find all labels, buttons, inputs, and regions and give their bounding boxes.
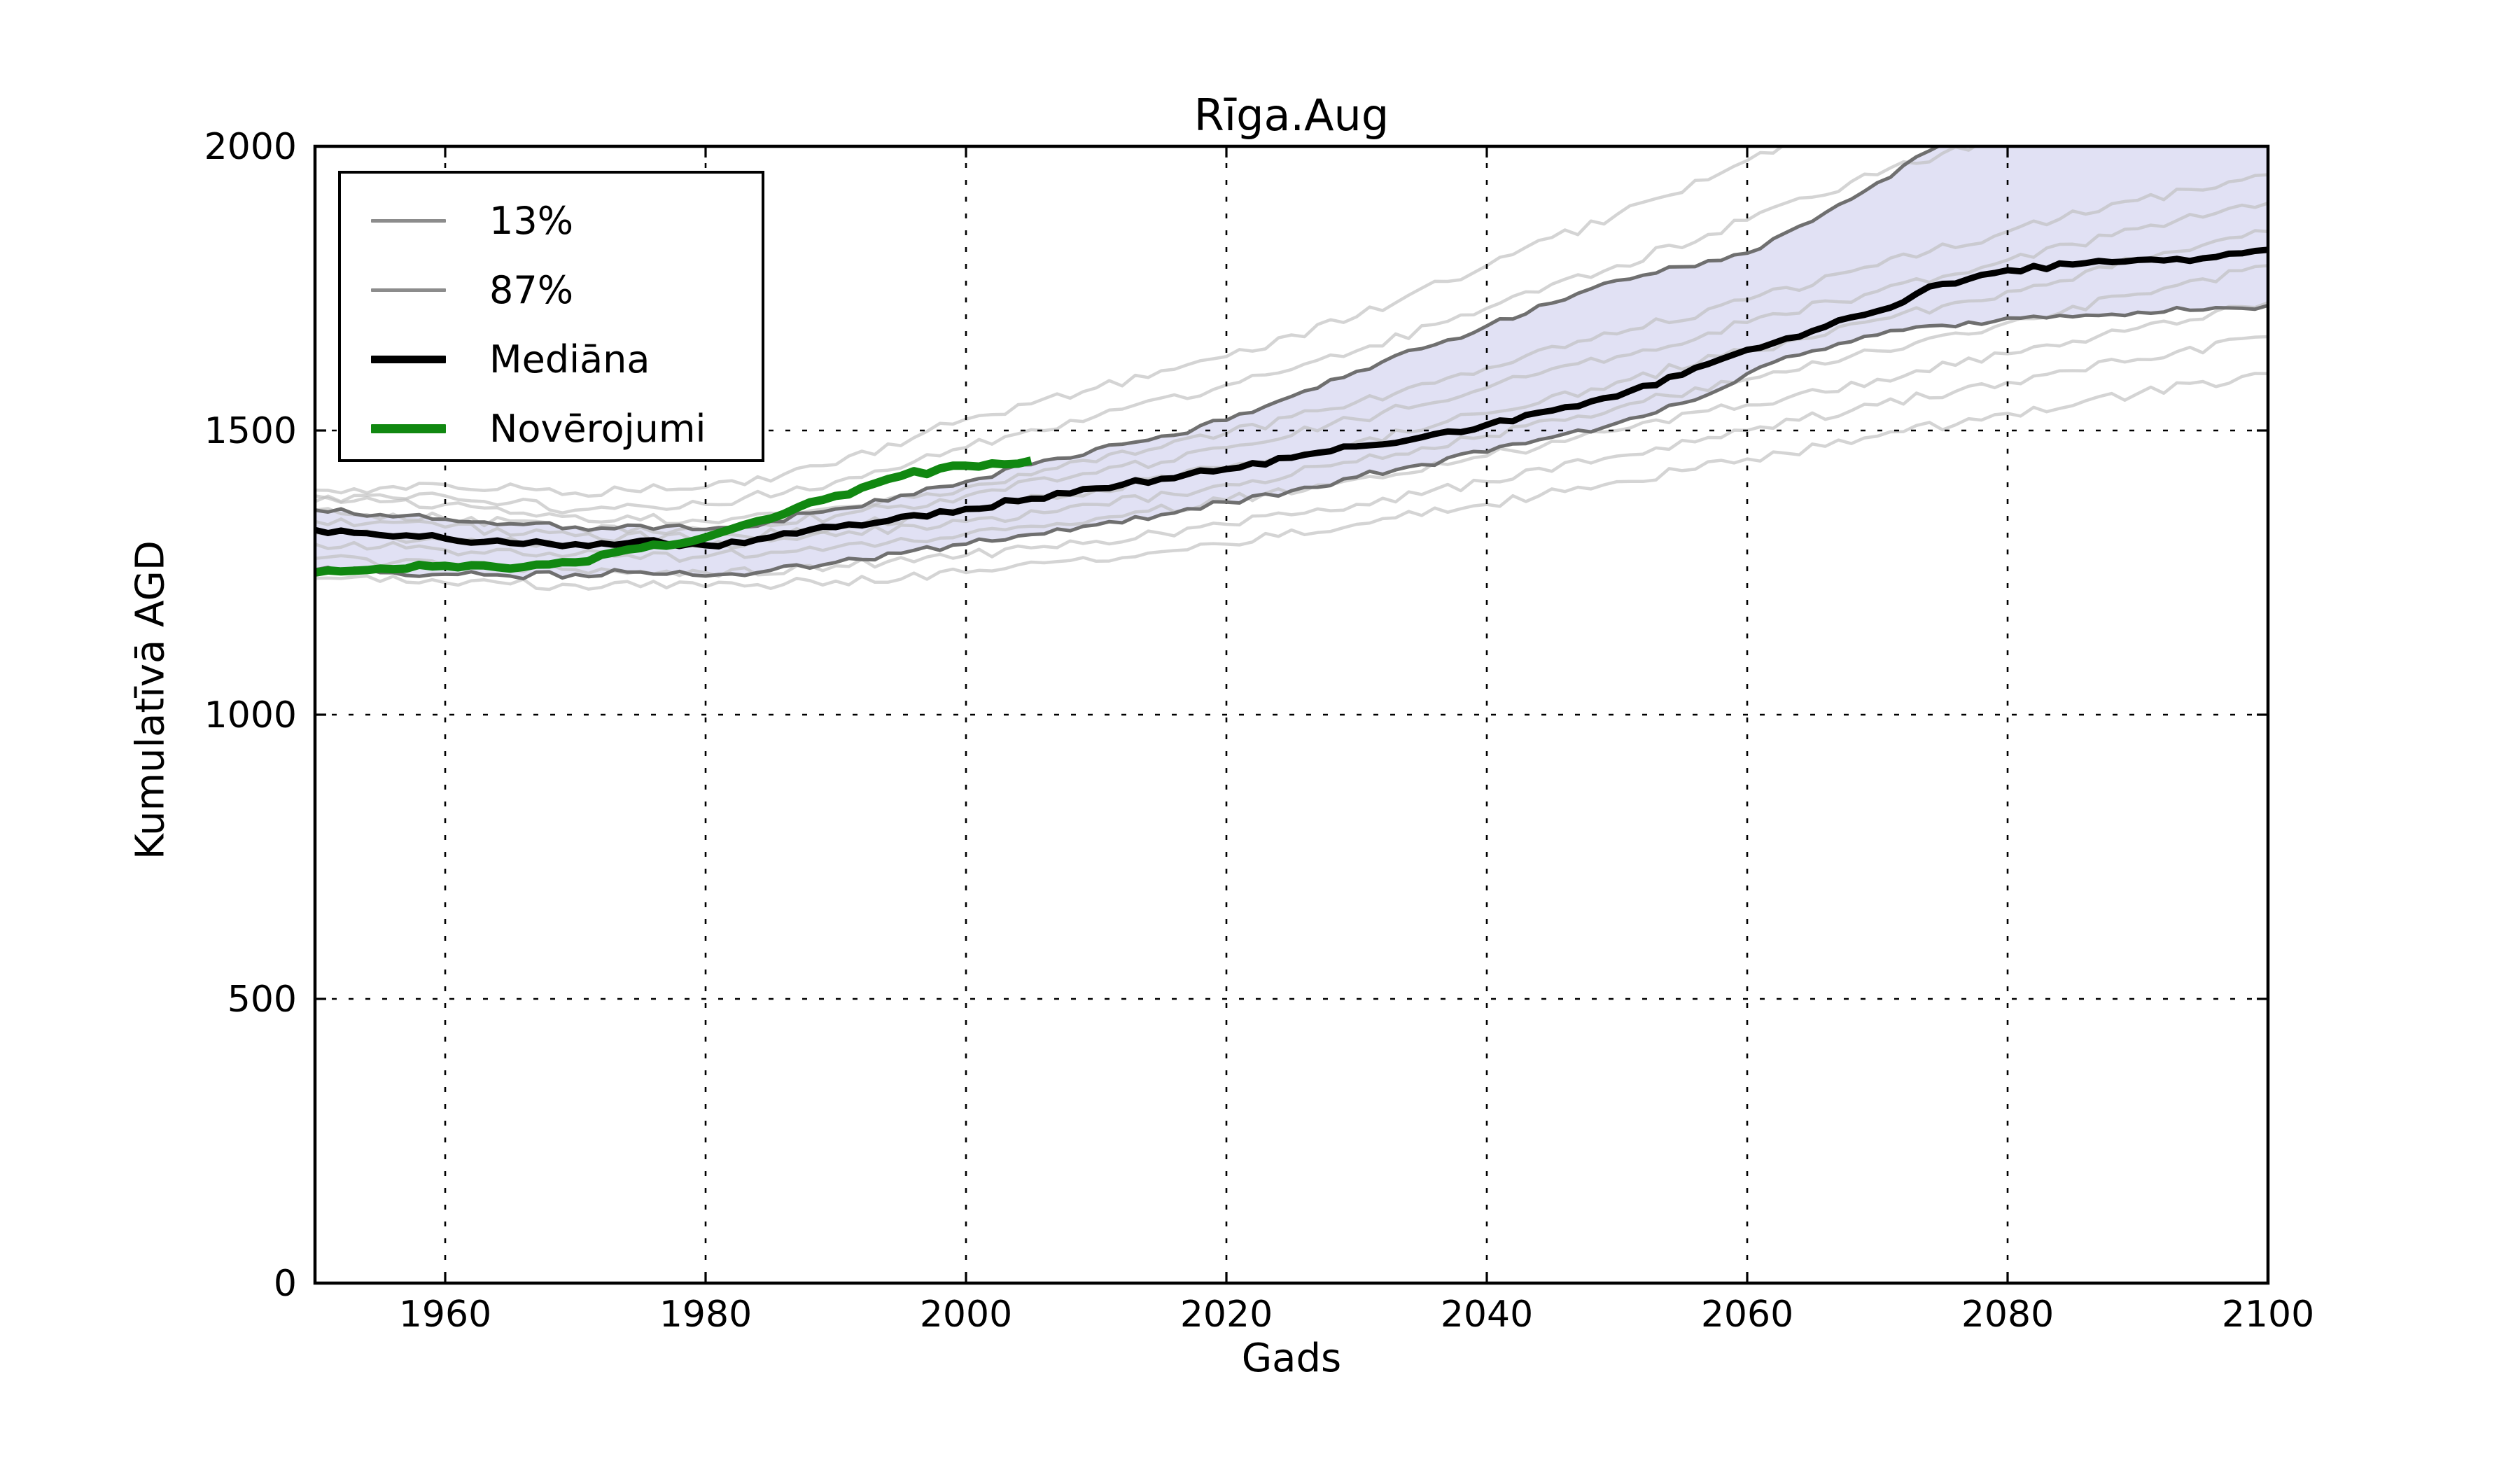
x-tick-label: 2000 xyxy=(920,1294,1012,1336)
legend-item-p87: 87% xyxy=(341,255,762,325)
median-line-swatch xyxy=(371,356,446,363)
legend-item-median: Mediāna xyxy=(341,325,762,394)
x-axis-label: Gads xyxy=(1241,1336,1342,1381)
chart-title: Rīga.Aug xyxy=(1194,90,1390,141)
legend-label: Novērojumi xyxy=(489,406,706,451)
y-tick-label: 1500 xyxy=(204,410,297,452)
ensemble-run-line xyxy=(315,372,2268,592)
p13-line-swatch xyxy=(371,219,446,223)
percentile-13-line xyxy=(315,303,2268,581)
legend-box: 13% 87% Mediāna Novērojumi xyxy=(338,171,764,462)
legend-label: Mediāna xyxy=(489,337,650,382)
y-tick-label: 0 xyxy=(274,1263,297,1305)
x-tick-label: 2100 xyxy=(2222,1294,2314,1336)
legend-item-p13: 13% xyxy=(341,186,762,255)
legend-label: 87% xyxy=(489,267,574,312)
legend-label: 13% xyxy=(489,198,574,243)
observations-line xyxy=(315,456,1032,577)
axes-frame xyxy=(313,144,2270,1285)
median-line xyxy=(315,246,2268,550)
x-tick-label: 1960 xyxy=(399,1294,491,1336)
y-axis-label: Kumulatīvā AGD xyxy=(127,540,174,860)
y-tick-label: 1000 xyxy=(204,694,297,736)
percentile-87-line xyxy=(315,146,1942,532)
y-tick-label: 500 xyxy=(227,979,297,1021)
tick-labels: 1960 1980 2000 2020 2040 2060 2080 2100 0 500 1000… xyxy=(204,126,2315,1336)
observations-line-swatch xyxy=(371,424,446,433)
ensemble-run-line xyxy=(315,173,2268,526)
x-tick-label: 1980 xyxy=(659,1294,752,1336)
x-tick-label: 2040 xyxy=(1441,1294,1533,1336)
x-tick-label: 2020 xyxy=(1180,1294,1273,1336)
ensemble-run-line xyxy=(315,301,2268,564)
x-tick-label: 2080 xyxy=(1961,1294,2054,1336)
y-tick-label: 2000 xyxy=(204,126,297,168)
ensemble-run-line xyxy=(315,146,1978,514)
percentile-band xyxy=(315,146,2268,579)
ensemble-run-line xyxy=(315,146,1785,498)
data-lines xyxy=(315,146,2268,581)
legend-item-observations: Novērojumi xyxy=(341,394,762,463)
band-fill-13-87 xyxy=(315,146,2268,579)
p87-line-swatch xyxy=(371,288,446,292)
x-tick-label: 2060 xyxy=(1701,1294,1793,1336)
